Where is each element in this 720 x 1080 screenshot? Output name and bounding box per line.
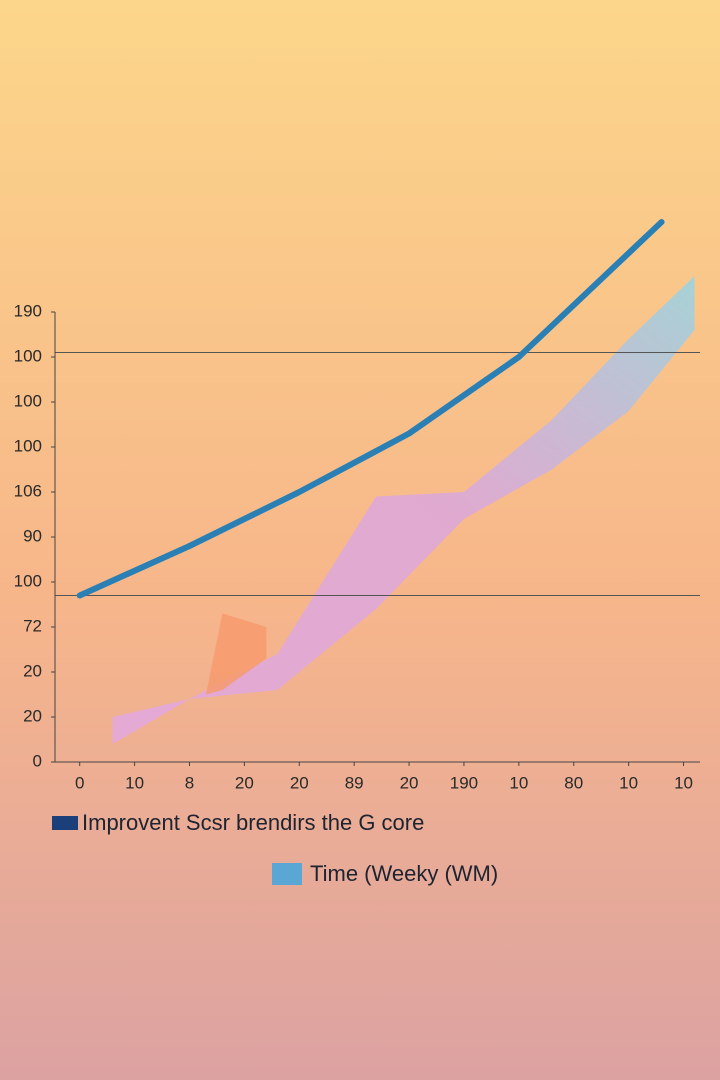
x-tick-label: 190 bbox=[450, 773, 478, 792]
legend-swatch bbox=[52, 816, 78, 830]
x-tick-label: 89 bbox=[345, 773, 364, 792]
legend-label: Improvent Scsr brendirs the G core bbox=[82, 810, 424, 835]
x-tick-label: 20 bbox=[235, 773, 254, 792]
x-tick-label: 10 bbox=[619, 773, 638, 792]
x-tick-label: 20 bbox=[290, 773, 309, 792]
legend-swatch bbox=[272, 863, 302, 885]
x-tick-label: 8 bbox=[185, 773, 194, 792]
line-series bbox=[76, 219, 665, 599]
y-tick-label: 90 bbox=[23, 526, 42, 545]
x-tick-label: 10 bbox=[509, 773, 528, 792]
x-tick-label: 20 bbox=[400, 773, 419, 792]
y-tick-label: 106 bbox=[14, 481, 42, 500]
y-tick-label: 20 bbox=[23, 661, 42, 680]
legend-label: Time (Weeky (WM) bbox=[310, 861, 498, 886]
y-tick-label: 100 bbox=[14, 571, 42, 590]
band-area bbox=[112, 276, 695, 744]
y-tick-label: 72 bbox=[23, 616, 42, 635]
y-tick-label: 0 bbox=[33, 751, 42, 770]
y-tick-label: 190 bbox=[14, 301, 42, 320]
x-tick-label: 80 bbox=[564, 773, 583, 792]
x-tick-label: 0 bbox=[75, 773, 84, 792]
y-tick-label: 100 bbox=[14, 391, 42, 410]
band-area bbox=[205, 613, 267, 695]
y-tick-label: 100 bbox=[14, 346, 42, 365]
x-tick-label: 10 bbox=[125, 773, 144, 792]
x-tick-label: 10 bbox=[674, 773, 693, 792]
y-tick-label: 100 bbox=[14, 436, 42, 455]
y-tick-label: 20 bbox=[23, 706, 42, 725]
